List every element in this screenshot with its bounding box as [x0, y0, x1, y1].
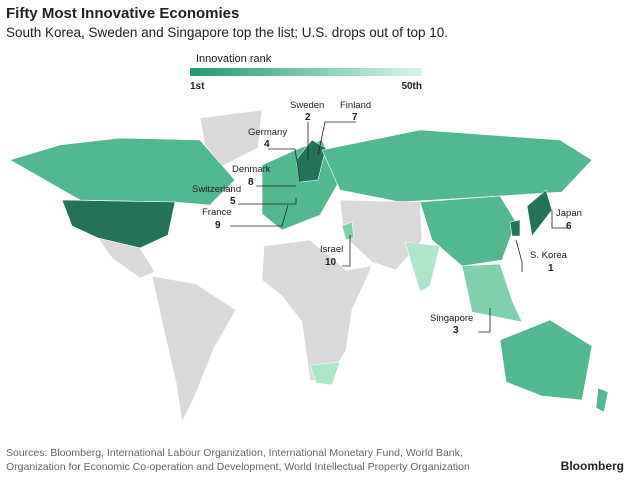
canada [9, 137, 236, 206]
country-rank: 9 [215, 220, 221, 231]
sources-line: Sources: Bloomberg, International Labour… [6, 447, 463, 459]
south-africa [309, 361, 341, 386]
country-rank: 7 [352, 112, 358, 123]
country-name: Switzerland [192, 184, 241, 195]
country-name: Japan [556, 208, 582, 219]
country-name: France [202, 207, 232, 218]
greenland [199, 109, 263, 167]
country-labels: Sweden 2 Finland 7 Germany 4 Denmark 8 S… [192, 100, 582, 336]
central-america [97, 237, 156, 279]
country-name: Finland [340, 100, 371, 111]
world-map [9, 109, 609, 423]
japan [526, 189, 553, 237]
africa [261, 239, 373, 385]
legend-gradient [190, 68, 422, 76]
israel [341, 221, 355, 241]
country-name: Sweden [290, 100, 324, 111]
country-rank: 6 [566, 221, 572, 232]
russia [321, 129, 593, 203]
china [419, 195, 517, 267]
country-name: Israel [320, 244, 343, 255]
country-rank: 1 [548, 263, 554, 274]
usa [61, 199, 176, 249]
brand: Bloomberg [561, 459, 624, 473]
leader-lines [230, 121, 568, 333]
country-rank: 8 [248, 177, 254, 188]
india [404, 241, 441, 293]
title: Fifty Most Innovative Economies [6, 5, 239, 22]
country-rank: 2 [305, 112, 311, 123]
australia [499, 319, 593, 401]
country-name: S. Korea [530, 250, 568, 261]
legend-title: Innovation rank [196, 53, 272, 65]
legend-low: 1st [190, 81, 205, 92]
southeast-asia [461, 263, 523, 323]
country-rank: 5 [230, 196, 236, 207]
country-rank: 3 [453, 325, 459, 336]
subtitle: South Korea, Sweden and Singapore top th… [6, 25, 448, 40]
legend-high: 50th [401, 81, 422, 92]
country-rank: 10 [325, 257, 337, 268]
new-zealand [595, 387, 609, 413]
country-rank: 4 [264, 139, 270, 150]
south-korea [509, 219, 521, 237]
country-name: Denmark [232, 164, 271, 175]
country-name: Singapore [430, 313, 473, 324]
country-name: Germany [248, 127, 287, 138]
south-america [151, 275, 237, 423]
sources-line: Organization for Economic Co-operation a… [6, 461, 470, 473]
